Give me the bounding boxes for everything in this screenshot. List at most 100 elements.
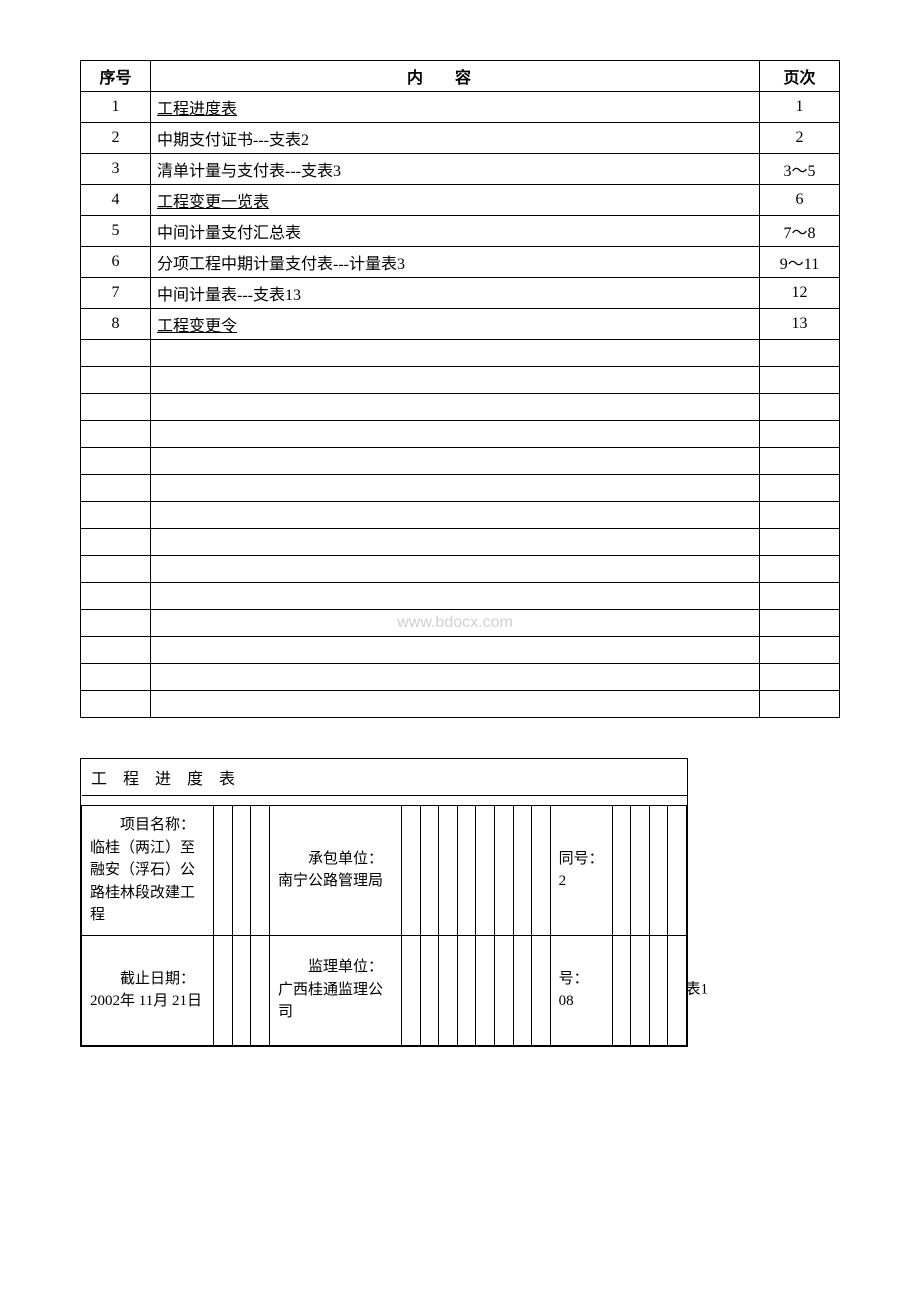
toc-content (151, 691, 760, 718)
project-label: 项目名称： (120, 817, 195, 833)
toc-content (151, 664, 760, 691)
toc-header-content-right: 容 (455, 70, 503, 87)
spacer (532, 935, 551, 1045)
spacer (232, 806, 251, 936)
progress-container: 工 程 进 度 表 项目名称：临桂（两江）至融安（浮石）公路桂林段改建工程 承包… (80, 758, 688, 1047)
contractor-label: 承包单位： (308, 851, 383, 867)
toc-table: 序号 内容 页次 1工程进度表12中期支付证书---支表223清单计量与支付表-… (80, 60, 840, 718)
spacer-outside: 表1 (668, 935, 687, 1045)
spacer (495, 806, 514, 936)
toc-page (760, 394, 840, 421)
toc-content-link: 工程变更令 (157, 318, 237, 335)
table-row (81, 583, 840, 610)
toc-seq (81, 394, 151, 421)
toc-seq: 6 (81, 247, 151, 278)
progress-row-1: 项目名称：临桂（两江）至融安（浮石）公路桂林段改建工程 承包单位：南宁公路管理局… (82, 806, 687, 936)
toc-content (151, 367, 760, 394)
toc-seq (81, 421, 151, 448)
toc-page (760, 610, 840, 637)
toc-page: 3～5 (760, 154, 840, 185)
table-row (81, 637, 840, 664)
table-row: www.bdocx.com (81, 610, 840, 637)
toc-content-link: 工程变更一览表 (157, 194, 269, 211)
spacer (631, 806, 650, 936)
table-row (81, 556, 840, 583)
toc-seq (81, 448, 151, 475)
contract-num-cell: 同号：2 (550, 806, 612, 936)
table-row (81, 367, 840, 394)
table-row (81, 664, 840, 691)
table-row (81, 394, 840, 421)
toc-seq: 8 (81, 309, 151, 340)
toc-page (760, 475, 840, 502)
spacer (402, 806, 421, 936)
toc-page (760, 556, 840, 583)
progress-row-2: 截止日期：2002年 11月 21日 监理单位：广西桂通监理公司 号：08 (82, 935, 687, 1045)
spacer (251, 806, 270, 936)
toc-seq (81, 556, 151, 583)
toc-page: 13 (760, 309, 840, 340)
contract-label: 同号： (559, 851, 604, 867)
toc-content (151, 583, 760, 610)
toc-seq (81, 637, 151, 664)
spacer (612, 806, 631, 936)
spacer (668, 806, 687, 936)
toc-seq: 1 (81, 92, 151, 123)
spacer (439, 935, 458, 1045)
supervisor-value: 广西桂通监理公司 (278, 982, 383, 1021)
table-row: 8 工程变更令 13 (81, 309, 840, 340)
toc-page: 6 (760, 185, 840, 216)
spacer (402, 935, 421, 1045)
toc-content: 中间计量表---支表13 (151, 278, 760, 309)
toc-seq (81, 502, 151, 529)
toc-header-page: 页次 (760, 61, 840, 92)
toc-content (151, 340, 760, 367)
toc-header-content-left: 内 (407, 70, 455, 87)
toc-page: 7～8 (760, 216, 840, 247)
date-label: 截止日期： (120, 971, 195, 987)
toc-seq (81, 664, 151, 691)
spacer (439, 806, 458, 936)
spacer (532, 806, 551, 936)
spacer (649, 935, 668, 1045)
toc-content (151, 394, 760, 421)
toc-page (760, 664, 840, 691)
toc-content (151, 637, 760, 664)
toc-content (151, 556, 760, 583)
toc-body: 1工程进度表12中期支付证书---支表223清单计量与支付表---支表33～54… (81, 92, 840, 718)
toc-content: 分项工程中期计量支付表---计量表3 (151, 247, 760, 278)
toc-page (760, 529, 840, 556)
table-row: 5中间计量支付汇总表7～8 (81, 216, 840, 247)
toc-page (760, 367, 840, 394)
spacer (649, 806, 668, 936)
table-row (81, 475, 840, 502)
table-row: 2中期支付证书---支表22 (81, 123, 840, 154)
progress-separator-row (82, 796, 687, 806)
toc-header-seq: 序号 (81, 61, 151, 92)
toc-content (151, 421, 760, 448)
spacer (513, 935, 532, 1045)
contractor-cell: 承包单位：南宁公路管理局 (269, 806, 401, 936)
supervisor-cell: 监理单位：广西桂通监理公司 (269, 935, 401, 1045)
toc-page (760, 502, 840, 529)
spacer (251, 935, 270, 1045)
number-value: 08 (559, 993, 574, 1009)
toc-seq: 3 (81, 154, 151, 185)
toc-seq (81, 367, 151, 394)
table-row: 7中间计量表---支表1312 (81, 278, 840, 309)
toc-content (151, 475, 760, 502)
number-label: 号： (559, 971, 589, 987)
toc-page: 2 (760, 123, 840, 154)
table-row: 3清单计量与支付表---支表33～5 (81, 154, 840, 185)
toc-content (151, 448, 760, 475)
spacer (214, 935, 233, 1045)
spacer (457, 935, 476, 1045)
toc-seq (81, 340, 151, 367)
table-row: 6分项工程中期计量支付表---计量表39～11 (81, 247, 840, 278)
toc-seq: 2 (81, 123, 151, 154)
table-row (81, 421, 840, 448)
toc-seq (81, 529, 151, 556)
toc-seq: 7 (81, 278, 151, 309)
spacer (232, 935, 251, 1045)
toc-seq (81, 691, 151, 718)
